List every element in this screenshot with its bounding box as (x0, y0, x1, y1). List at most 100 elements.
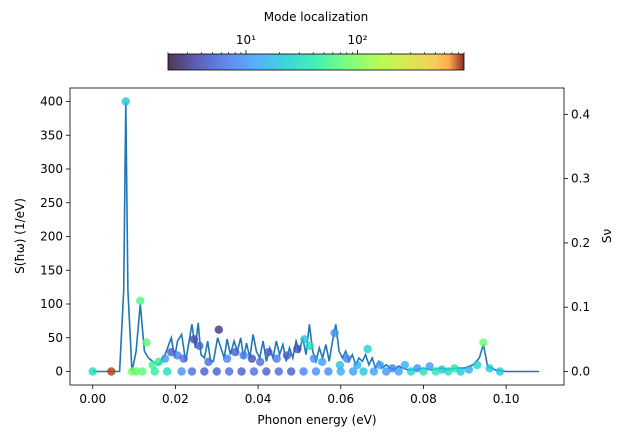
mode-point (450, 364, 459, 373)
mode-point (150, 367, 159, 376)
mode-point (305, 341, 314, 350)
mode-point (324, 367, 333, 376)
x-tick-label: 0.04 (245, 392, 272, 406)
mode-point (224, 367, 234, 376)
mode-point (485, 364, 494, 373)
mode-point (369, 367, 379, 376)
mode-point (419, 367, 428, 376)
x-tick-label: 0.08 (410, 392, 437, 406)
mode-point (160, 354, 170, 363)
mode-point (239, 351, 248, 360)
mode-point (204, 357, 213, 367)
mode-point (142, 338, 151, 347)
mode-point (431, 367, 441, 376)
colorbar-tick-label: 10¹ (236, 33, 256, 47)
mode-point (179, 354, 188, 363)
y-left-tick-label: 200 (40, 230, 63, 244)
mode-point (464, 365, 474, 374)
mode-point (353, 360, 362, 370)
x-tick-label: 0.06 (327, 392, 354, 406)
mode-point (200, 367, 209, 376)
colorbar-title: Mode localization (264, 10, 368, 24)
mode-point (309, 354, 319, 363)
y-right-tick-label: 0.2 (571, 236, 590, 250)
mode-point (237, 367, 246, 376)
mode-point (154, 357, 164, 367)
mode-point (444, 367, 453, 376)
mode-point (107, 367, 116, 376)
y-left-tick-label: 400 (40, 95, 63, 109)
y-left-axis-ticks: 0 50 100 150 200 250 300 350 400 (40, 95, 70, 379)
mode-point (262, 367, 271, 376)
mode-point (264, 348, 273, 357)
mode-point (363, 344, 372, 354)
mode-point (272, 354, 281, 363)
mode-point (136, 296, 145, 305)
y-right-tick-label: 0.1 (571, 300, 590, 314)
mode-point (187, 367, 197, 376)
colorbar: Mode localization 10¹ 10² (167, 10, 465, 71)
y-left-tick-label: 300 (40, 162, 63, 176)
y-left-tick-label: 100 (40, 297, 63, 311)
colorbar-tick-label: 10² (347, 33, 367, 47)
mode-point (255, 357, 265, 367)
mode-point (336, 367, 345, 376)
mode-point (293, 344, 302, 354)
x-axis-label: Phonon energy (eV) (257, 413, 376, 427)
mode-scatter-points (88, 97, 505, 376)
mode-point (348, 367, 358, 376)
y-left-tick-label: 250 (40, 196, 63, 210)
mode-point (222, 354, 232, 363)
y-right-tick-label: 0.4 (571, 107, 590, 121)
mode-point (311, 367, 321, 376)
mode-point (406, 367, 416, 376)
y-left-tick-label: 350 (40, 128, 63, 142)
mode-point (131, 367, 141, 376)
y-right-tick-label: 0.0 (571, 365, 590, 379)
mode-point (282, 351, 292, 360)
mode-point (286, 367, 296, 376)
mode-point (382, 367, 391, 376)
mode-point (212, 367, 221, 376)
mode-point (317, 357, 327, 367)
mode-point (231, 348, 240, 357)
mode-point (249, 367, 259, 376)
mode-point (472, 360, 482, 370)
x-tick-label: 0.02 (162, 392, 189, 406)
mode-point (274, 367, 283, 376)
mode-point (167, 348, 176, 357)
y-left-tick-label: 0 (55, 365, 63, 379)
x-tick-label: 0.00 (79, 392, 106, 406)
x-tick-label: 0.10 (493, 392, 520, 406)
colorbar-ticks: 10¹ 10² (167, 33, 465, 54)
y-left-axis-label: S(ħω) (1/eV) (13, 198, 27, 274)
mode-point (189, 335, 199, 344)
mode-point (413, 364, 422, 373)
y-right-axis-label: Sν (600, 229, 614, 244)
mode-point (335, 360, 345, 370)
mode-point (342, 354, 352, 363)
colorbar-gradient (168, 54, 464, 70)
mode-point (425, 362, 434, 371)
mode-point (456, 367, 465, 376)
mode-point (195, 341, 204, 350)
y-left-tick-label: 50 (48, 331, 63, 345)
colorbar-frame (167, 53, 465, 71)
mode-point (299, 367, 308, 376)
mode-point (330, 328, 339, 338)
mode-point (148, 360, 157, 370)
mode-point (359, 367, 368, 376)
mode-point (214, 325, 224, 334)
mode-point (394, 367, 403, 376)
mode-point (400, 360, 410, 370)
mode-point (375, 360, 385, 370)
mode-point (479, 338, 488, 347)
mode-point (300, 335, 309, 344)
mode-point (121, 97, 131, 106)
y-left-tick-label: 150 (40, 263, 63, 277)
y-right-tick-label: 0.3 (571, 172, 590, 186)
y-right-axis-ticks: 0.0 0.1 0.2 0.3 0.4 (564, 107, 590, 379)
mode-point (162, 367, 172, 376)
mode-point (138, 367, 147, 376)
